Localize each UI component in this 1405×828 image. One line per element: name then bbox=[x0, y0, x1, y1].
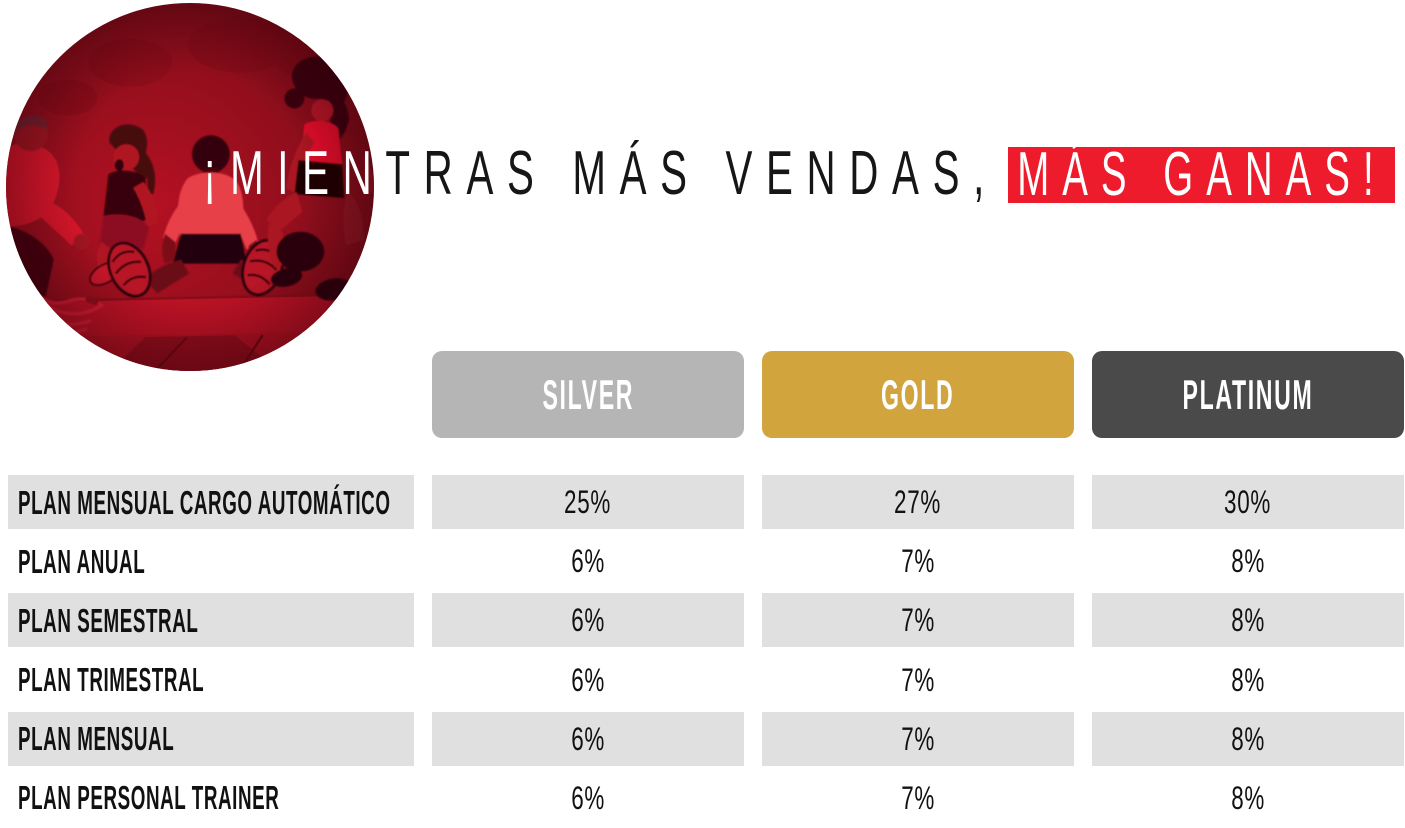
value-cell: 7% bbox=[762, 709, 1074, 769]
value-cell: 7% bbox=[901, 661, 935, 698]
value-cell: 7% bbox=[901, 543, 935, 580]
column-header-gold-label: GOLD bbox=[881, 370, 955, 418]
value-cell: 7% bbox=[762, 591, 1074, 651]
row-label-plan-mensual: PLAN MENSUAL bbox=[8, 709, 414, 769]
table-corner-spacer bbox=[8, 351, 414, 473]
gym-people-illustration bbox=[6, 3, 374, 371]
value-cell: 8% bbox=[1231, 779, 1265, 816]
headline-highlight-box: MÁS GANAS! bbox=[1008, 140, 1395, 209]
value-cell: 6% bbox=[571, 543, 605, 580]
row-label-plan-anual: PLAN ANUAL bbox=[18, 542, 146, 580]
value-cell: 6% bbox=[432, 591, 744, 651]
headline-highlight-text: MÁS GANAS! bbox=[1016, 140, 1387, 209]
value-cell: 6% bbox=[432, 709, 744, 769]
row-label-plan-semestral: PLAN SEMESTRAL bbox=[8, 591, 414, 651]
row-label-plan-personal-trainer: PLAN PERSONAL TRAINER bbox=[18, 779, 280, 817]
value-cell: 8% bbox=[1092, 591, 1404, 651]
commission-table: SILVER GOLD PLATINUM PLAN MENSUAL CARGO … bbox=[8, 351, 1404, 828]
value-cell: 7% bbox=[901, 779, 935, 816]
value-cell: 25% bbox=[432, 473, 744, 533]
column-header-platinum-label: PLATINUM bbox=[1182, 370, 1314, 418]
value-cell: 6% bbox=[571, 779, 605, 816]
row-label-plan-trimestral: PLAN TRIMESTRAL bbox=[18, 661, 205, 699]
value-cell: 6% bbox=[571, 661, 605, 698]
value-cell: 30% bbox=[1092, 473, 1404, 533]
row-label-plan-mensual-cargo-automatico: PLAN MENSUAL CARGO AUTOMÁTICO bbox=[8, 473, 414, 533]
value-cell: 27% bbox=[762, 473, 1074, 533]
column-header-gold: GOLD bbox=[762, 351, 1074, 438]
value-cell: 8% bbox=[1231, 543, 1265, 580]
value-cell: 8% bbox=[1092, 709, 1404, 769]
column-header-silver: SILVER bbox=[432, 351, 744, 438]
column-header-silver-label: SILVER bbox=[542, 370, 634, 418]
column-header-platinum: PLATINUM bbox=[1092, 351, 1404, 438]
hero-photo-circle bbox=[6, 3, 374, 371]
value-cell: 8% bbox=[1231, 661, 1265, 698]
